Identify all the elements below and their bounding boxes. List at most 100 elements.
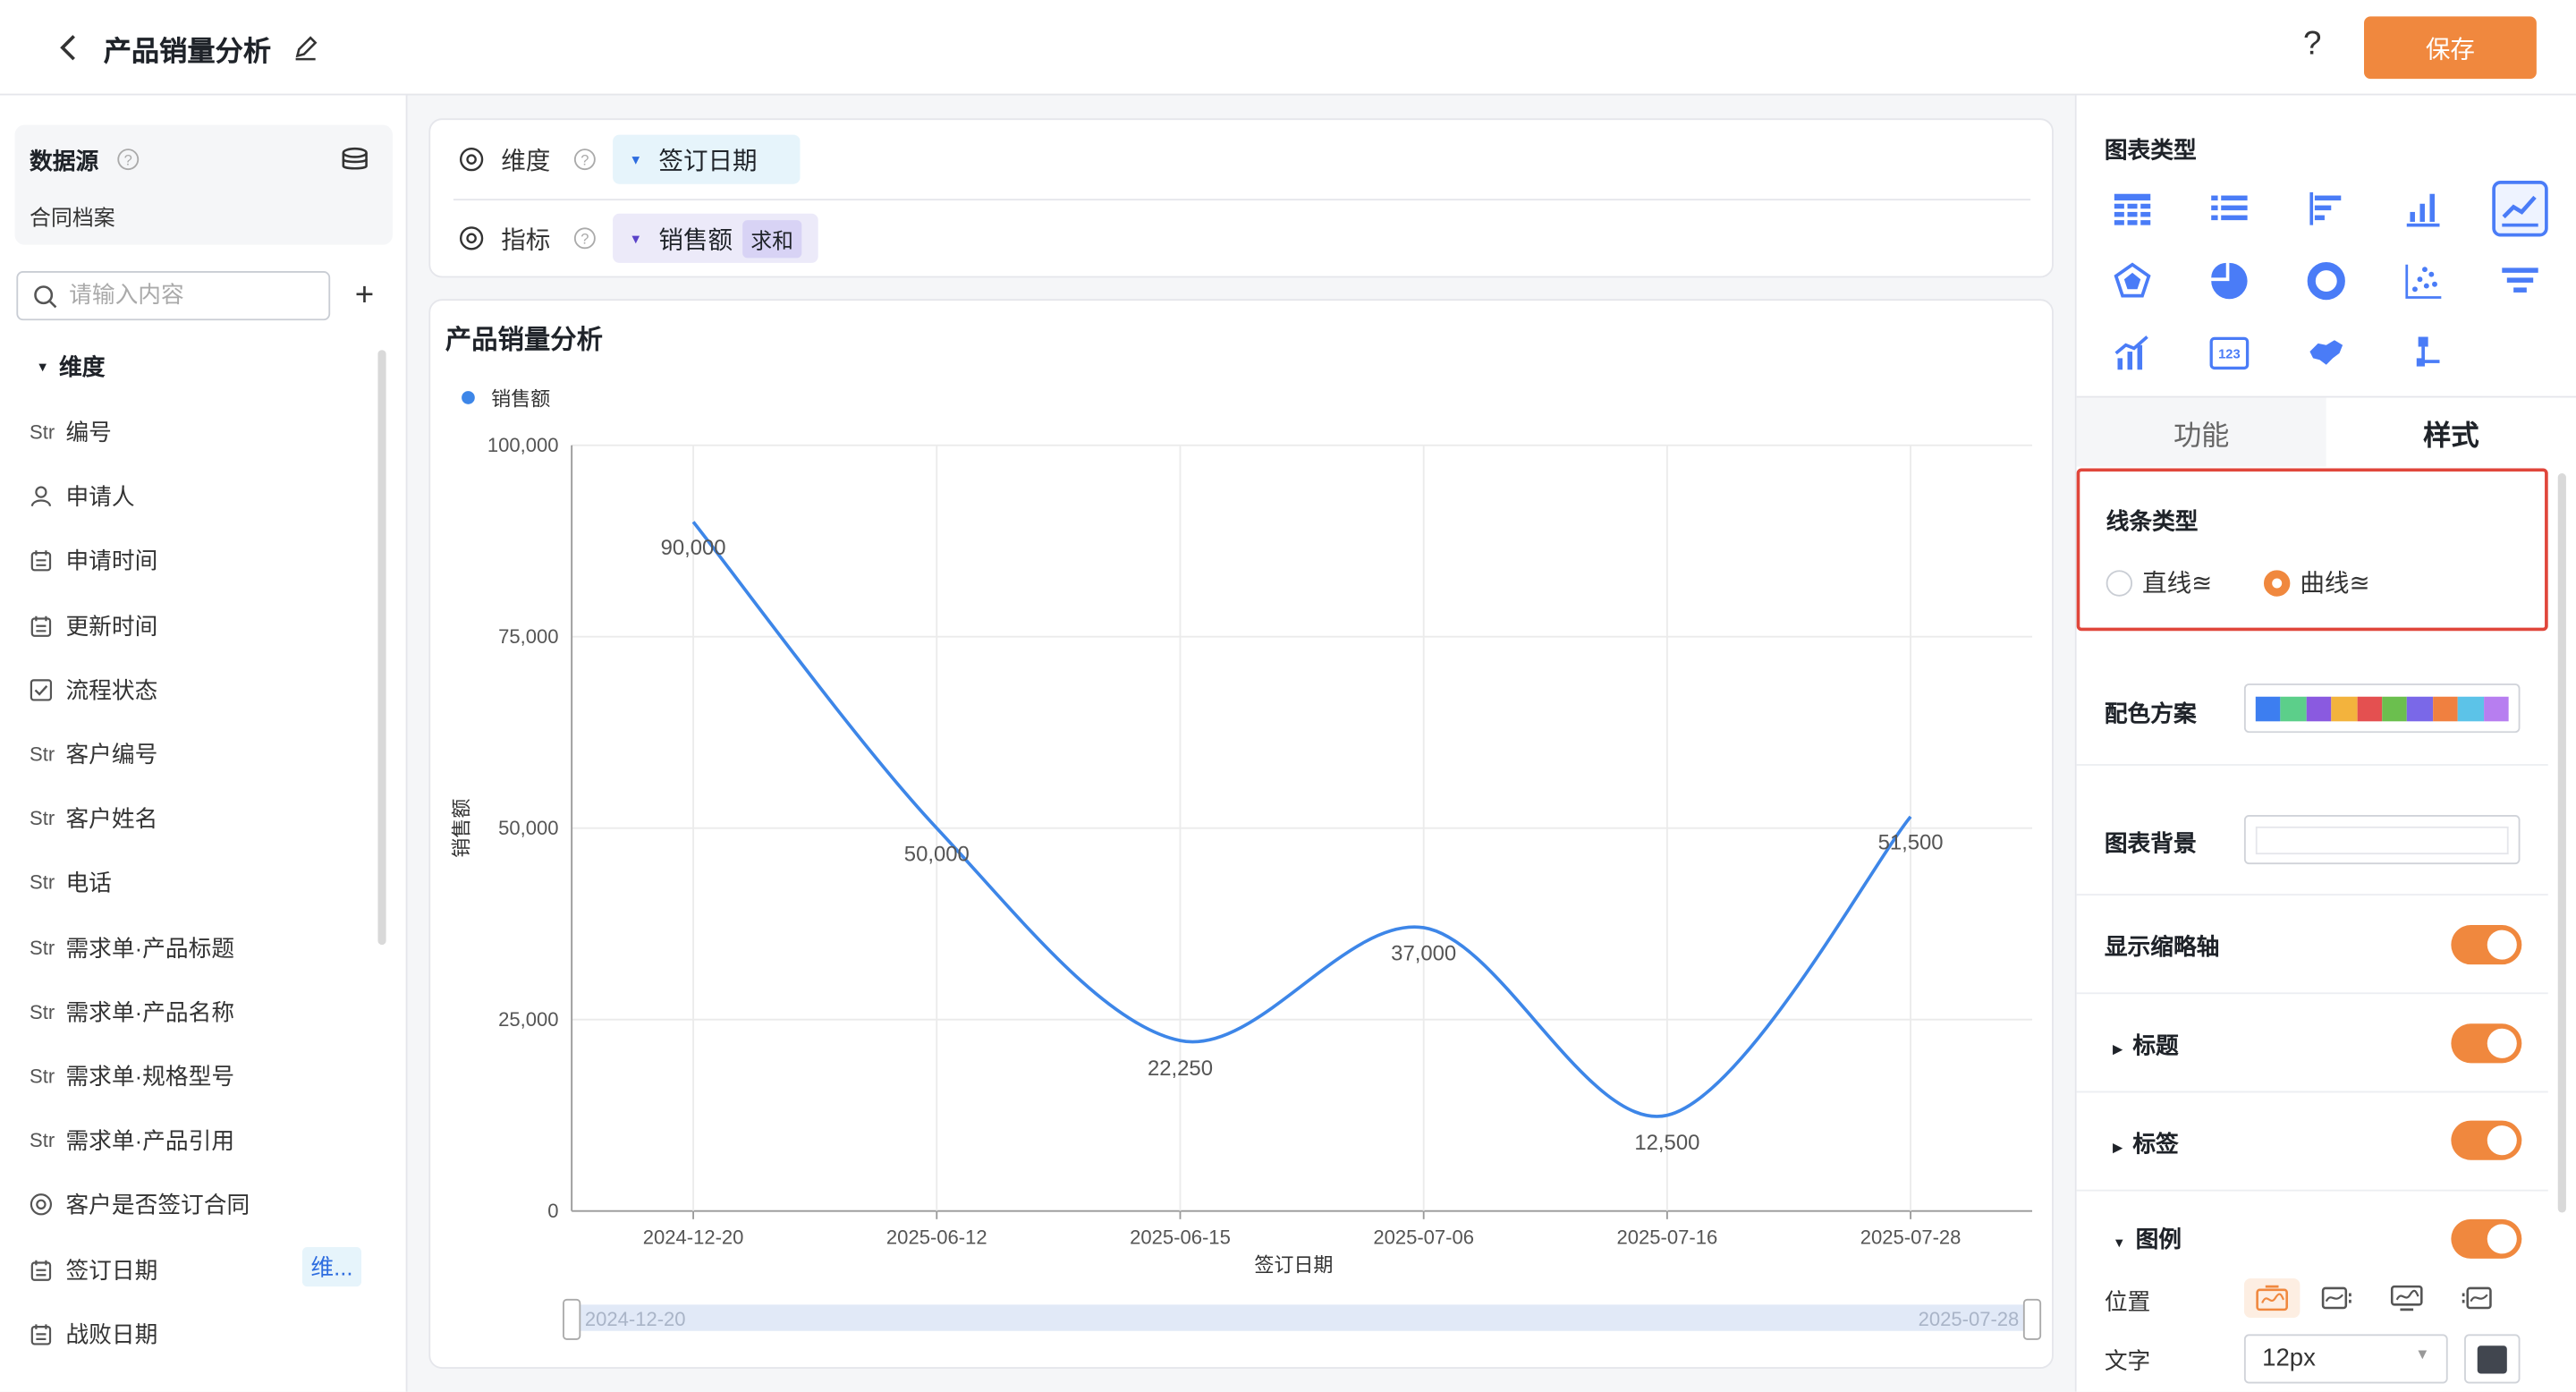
dimension-chip[interactable]: ▼ 签订日期 — [613, 134, 801, 184]
field-item[interactable]: 流程状态 — [30, 670, 157, 709]
field-item[interactable]: Str 需求单·产品引用 — [30, 1121, 234, 1160]
field-item[interactable]: Str 电话 — [30, 863, 112, 903]
legend-position-bottom-icon[interactable] — [2379, 1278, 2435, 1318]
field-item[interactable]: Str 客户编号 — [30, 734, 157, 774]
indicator-card-icon[interactable]: 123 — [2201, 326, 2257, 381]
palette-picker[interactable] — [2243, 683, 2521, 734]
field-label: 流程状态 — [65, 676, 158, 703]
radio-curved-line[interactable]: 曲线≊ — [2263, 565, 2370, 600]
title-toggle[interactable] — [2451, 1023, 2522, 1064]
dimension-group-header[interactable]: ▼ 维度 — [36, 350, 105, 383]
tag-toggle[interactable] — [2451, 1120, 2522, 1160]
field-item[interactable]: 申请时间 — [30, 541, 157, 581]
radio-straight-line[interactable]: 直线≊ — [2106, 565, 2213, 600]
thumbnail-axis-label: 显示缩略轴 — [2104, 933, 2220, 960]
map-chart-icon[interactable] — [2299, 326, 2354, 381]
text-label: 文字 — [2104, 1347, 2151, 1374]
field-item[interactable]: Str 需求单·规格型号 — [30, 1057, 234, 1096]
pie-chart-icon[interactable] — [2201, 253, 2257, 309]
position-label: 位置 — [2104, 1287, 2151, 1315]
palette-row: 配色方案 — [2076, 660, 2548, 766]
field-item[interactable]: Str 需求单·产品名称 — [30, 992, 234, 1031]
dimension-row: 维度 ? ▼ 签订日期 — [458, 134, 801, 184]
edit-title-icon[interactable] — [292, 35, 318, 61]
table-chart-icon[interactable] — [2105, 181, 2160, 236]
aggregation-badge[interactable]: 求和 — [742, 219, 802, 258]
y-tick-label: 0 — [547, 1200, 558, 1222]
font-size-select[interactable]: 12px ▼ — [2243, 1334, 2448, 1384]
tab-function[interactable]: 功能 — [2076, 397, 2326, 467]
combo-chart-icon[interactable] — [2105, 326, 2160, 381]
calendar-icon — [30, 614, 59, 637]
y-axis-title: 销售额 — [450, 799, 472, 858]
legend-position-top-icon[interactable] — [2243, 1277, 2301, 1319]
calendar-icon — [30, 1322, 59, 1345]
dimension-chip-label: 签订日期 — [658, 147, 758, 175]
chip-caret-icon: ▼ — [629, 151, 643, 167]
line-type-section: 线条类型 直线≊ 曲线≊ — [2076, 468, 2548, 632]
field-item[interactable]: Str 客户姓名 — [30, 799, 157, 838]
config-divider — [453, 199, 2031, 201]
funnel-chart-icon[interactable] — [2492, 253, 2547, 309]
line-chart-icon[interactable] — [2492, 181, 2548, 237]
field-used-badge: 维... — [301, 1247, 362, 1287]
x-tick-label: 2025-07-28 — [1860, 1226, 1962, 1248]
back-arrow-icon[interactable] — [55, 31, 81, 64]
metric-help-icon[interactable]: ? — [573, 226, 597, 250]
data-label: 51,500 — [1878, 831, 1944, 855]
palette-swatch — [2432, 695, 2459, 721]
bar-horizontal-icon[interactable] — [2299, 181, 2354, 236]
help-icon[interactable]: ? — [2303, 26, 2322, 63]
field-label: 电话 — [65, 870, 112, 896]
datasource-name: 合同档案 — [30, 205, 115, 231]
scatter-chart-icon[interactable] — [2395, 253, 2451, 309]
search-input[interactable] — [69, 281, 316, 308]
radar-chart-icon[interactable] — [2105, 253, 2160, 309]
field-item[interactable]: 战败日期 — [30, 1314, 157, 1354]
title-row: ▶ 标题 — [2076, 994, 2548, 1093]
add-field-button[interactable]: + — [354, 277, 375, 314]
bar-vertical-icon[interactable] — [2395, 181, 2451, 236]
zoom-end-label: 2025-07-28 — [1919, 1308, 2020, 1330]
dimension-help-icon[interactable]: ? — [573, 148, 597, 171]
tab-style[interactable]: 样式 — [2326, 397, 2576, 467]
field-item[interactable]: 申请人 — [30, 477, 135, 516]
field-item[interactable]: 签订日期 — [30, 1250, 157, 1289]
background-color-picker[interactable] — [2243, 815, 2521, 865]
metric-chip[interactable]: ▼ 销售额 求和 — [613, 213, 818, 263]
save-button[interactable]: 保存 — [2364, 16, 2537, 80]
text-color-picker[interactable] — [2464, 1334, 2521, 1384]
data-label: 12,500 — [1634, 1131, 1699, 1155]
expand-caret-icon: ▶ — [2112, 1041, 2123, 1057]
legend-position-right-icon[interactable] — [2309, 1278, 2365, 1318]
datasource-help-icon[interactable]: ? — [116, 148, 140, 171]
field-item[interactable]: Str 需求单·产品标题 — [30, 928, 234, 967]
field-item[interactable]: 客户是否签订合同 — [30, 1185, 250, 1225]
legend-section-label[interactable]: ▼ 图例 — [2113, 1223, 2182, 1256]
metric-settings-icon[interactable] — [458, 225, 484, 251]
panel-scrollbar[interactable] — [2557, 472, 2566, 1213]
legend-position-left-icon[interactable] — [2448, 1278, 2504, 1318]
tree-chart-icon[interactable] — [2395, 326, 2451, 381]
radio-curved-label: 曲线≊ — [2300, 570, 2370, 598]
donut-chart-icon[interactable] — [2299, 253, 2354, 309]
legend-toggle[interactable] — [2451, 1218, 2522, 1259]
field-search[interactable] — [16, 271, 331, 321]
dimension-settings-icon[interactable] — [458, 146, 484, 172]
radio-straight-label: 直线≊ — [2142, 570, 2213, 598]
title-section-label[interactable]: ▶ 标题 — [2113, 1029, 2179, 1062]
detail-table-icon[interactable] — [2201, 181, 2257, 236]
thumbnail-axis-toggle[interactable] — [2451, 925, 2522, 965]
field-item[interactable]: Str 编号 — [30, 412, 112, 452]
palette-swatch — [2356, 695, 2383, 721]
field-label: 需求单·产品名称 — [65, 998, 235, 1025]
tag-section-label[interactable]: ▶ 标签 — [2113, 1127, 2179, 1160]
sidebar-scrollbar[interactable] — [377, 350, 386, 946]
switch-datasource-icon[interactable] — [342, 146, 371, 172]
field-item[interactable]: 更新时间 — [30, 606, 157, 645]
title-label-text: 标题 — [2132, 1031, 2179, 1058]
radio-icon — [30, 1193, 59, 1217]
svg-text:?: ? — [580, 231, 589, 248]
